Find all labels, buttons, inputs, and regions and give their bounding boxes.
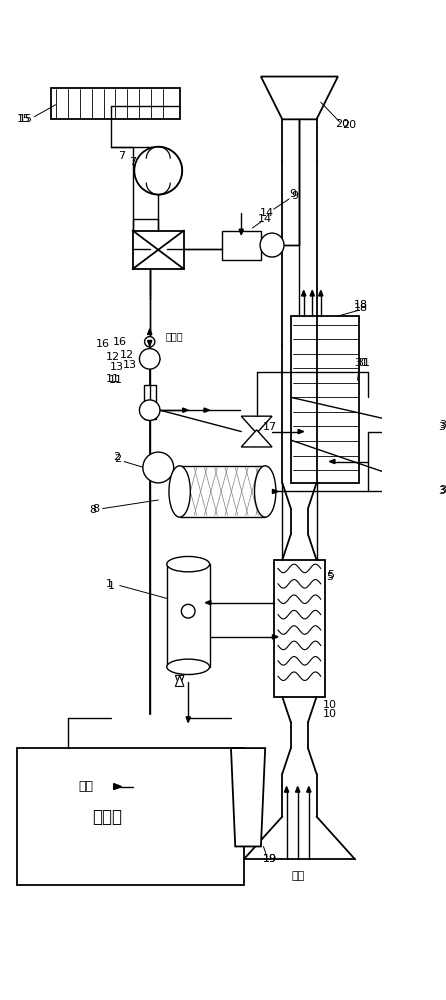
Text: 1: 1 [106,579,113,589]
Polygon shape [261,77,338,119]
Text: 14: 14 [258,214,272,224]
Polygon shape [175,675,184,686]
Polygon shape [186,717,190,722]
Circle shape [134,147,182,195]
Bar [132,231,184,269]
Text: 16: 16 [113,337,127,347]
Ellipse shape [167,659,210,675]
Text: 烟气: 烟气 [78,780,93,793]
Polygon shape [148,340,152,346]
Text: 1: 1 [108,581,115,591]
Polygon shape [318,290,323,296]
Bar [291,316,359,483]
Text: 33: 33 [438,486,446,496]
Text: 33: 33 [440,485,446,495]
Circle shape [143,452,173,483]
Text: 18: 18 [354,300,368,310]
Text: 9: 9 [289,189,296,199]
Text: 31: 31 [354,358,368,368]
Text: 11: 11 [108,375,123,385]
Polygon shape [239,229,244,235]
Text: 12: 12 [120,350,134,360]
Text: 5: 5 [326,572,333,582]
Ellipse shape [255,466,276,517]
Circle shape [140,349,160,369]
Text: 13: 13 [109,362,124,372]
Text: 2: 2 [115,454,122,464]
Bar [167,564,210,667]
Bar [144,385,156,419]
Bar [144,461,156,474]
Text: 19: 19 [262,854,277,864]
Bar [180,466,265,517]
Text: 31: 31 [356,358,370,368]
Polygon shape [183,408,188,412]
Circle shape [145,337,155,347]
Bar [17,748,244,885]
Text: 20: 20 [342,120,356,130]
Text: 19: 19 [263,854,277,864]
Text: 8: 8 [92,504,99,514]
Text: 补给水: 补给水 [165,331,183,341]
Text: 18: 18 [354,303,368,313]
Text: 16: 16 [95,339,110,349]
Text: 15: 15 [17,114,31,124]
Text: 烟气: 烟气 [291,871,304,881]
Polygon shape [273,635,278,639]
Circle shape [182,604,195,618]
Text: 2: 2 [113,452,120,462]
Polygon shape [329,459,335,464]
Text: 12: 12 [106,352,120,362]
Text: 32: 32 [438,422,446,432]
Text: 加热炉: 加热炉 [92,808,122,826]
Polygon shape [307,787,311,792]
Polygon shape [298,429,304,434]
Ellipse shape [169,466,190,517]
Text: 11: 11 [106,374,120,384]
Text: 7: 7 [129,157,136,167]
Text: 10: 10 [322,709,336,719]
Polygon shape [148,329,152,334]
Text: 10: 10 [323,700,337,710]
Polygon shape [241,416,272,433]
Text: 13: 13 [123,360,137,370]
Polygon shape [231,748,265,846]
Text: 15: 15 [19,114,33,124]
Polygon shape [114,784,121,790]
Bar [274,560,325,697]
Text: 14: 14 [260,208,274,218]
Polygon shape [204,408,210,412]
Text: 8: 8 [89,505,96,515]
Text: 5: 5 [327,570,334,580]
Polygon shape [310,290,314,296]
Bar [393,414,441,513]
Text: 7: 7 [118,151,125,161]
Text: 32: 32 [439,420,446,430]
Text: 17: 17 [262,422,277,432]
Polygon shape [175,675,184,686]
Polygon shape [285,787,289,792]
Ellipse shape [167,556,210,572]
Bar [223,231,261,260]
Polygon shape [205,601,211,605]
Circle shape [260,233,284,257]
Text: 9: 9 [292,191,299,201]
Polygon shape [273,489,278,494]
Text: 20: 20 [335,119,349,129]
Polygon shape [241,430,272,447]
Bar [51,88,180,119]
Polygon shape [296,787,300,792]
Polygon shape [301,290,306,296]
Circle shape [140,400,160,420]
